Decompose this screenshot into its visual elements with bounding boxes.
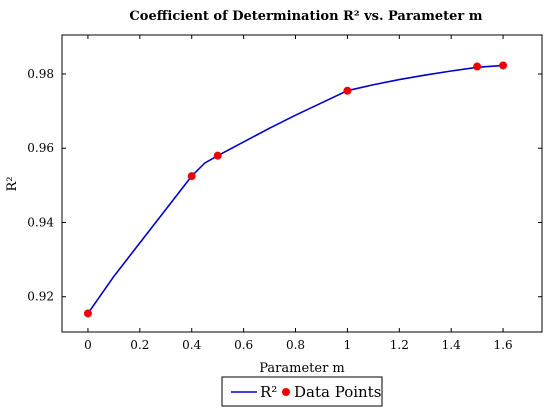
x-tick-label: 1.6	[494, 338, 513, 352]
y-tick-label: 0.98	[27, 67, 54, 81]
x-tick-label: 0	[84, 338, 92, 352]
x-tick-label: 1	[344, 338, 352, 352]
legend-label-data-points: Data Points	[294, 383, 381, 401]
y-axis: 0.92 0.94 0.96 0.98	[27, 67, 542, 304]
x-tick-label: 0.6	[234, 338, 253, 352]
y-axis-label: R²	[5, 177, 20, 192]
x-tick-label: 0.2	[130, 338, 149, 352]
legend-label-r2: R²	[260, 383, 277, 401]
y-tick-label: 0.96	[27, 141, 54, 155]
series-data-points	[83, 61, 508, 318]
data-point	[499, 61, 508, 70]
y-tick-label: 0.92	[27, 290, 54, 304]
x-axis-label: Parameter m	[259, 361, 345, 376]
legend: R² Data Points	[221, 376, 383, 407]
x-tick-label: 1.4	[442, 338, 461, 352]
data-point	[213, 151, 222, 160]
legend-dot-icon	[282, 388, 290, 396]
series-line-r2	[87, 64, 504, 314]
data-point	[187, 172, 196, 181]
x-tick-label: 0.4	[182, 338, 201, 352]
plot-area-frame	[61, 34, 543, 333]
data-point	[343, 86, 352, 95]
data-point	[473, 62, 482, 71]
x-axis: 0 0.2 0.4 0.6 0.8 1 1.2 1.4 1.6	[84, 35, 513, 352]
x-tick-label: 0.8	[286, 338, 305, 352]
x-tick-label: 1.2	[390, 338, 409, 352]
chart-title: Coefficient of Determination R² vs. Para…	[129, 9, 482, 24]
data-point	[83, 309, 92, 318]
y-tick-label: 0.94	[27, 215, 54, 229]
